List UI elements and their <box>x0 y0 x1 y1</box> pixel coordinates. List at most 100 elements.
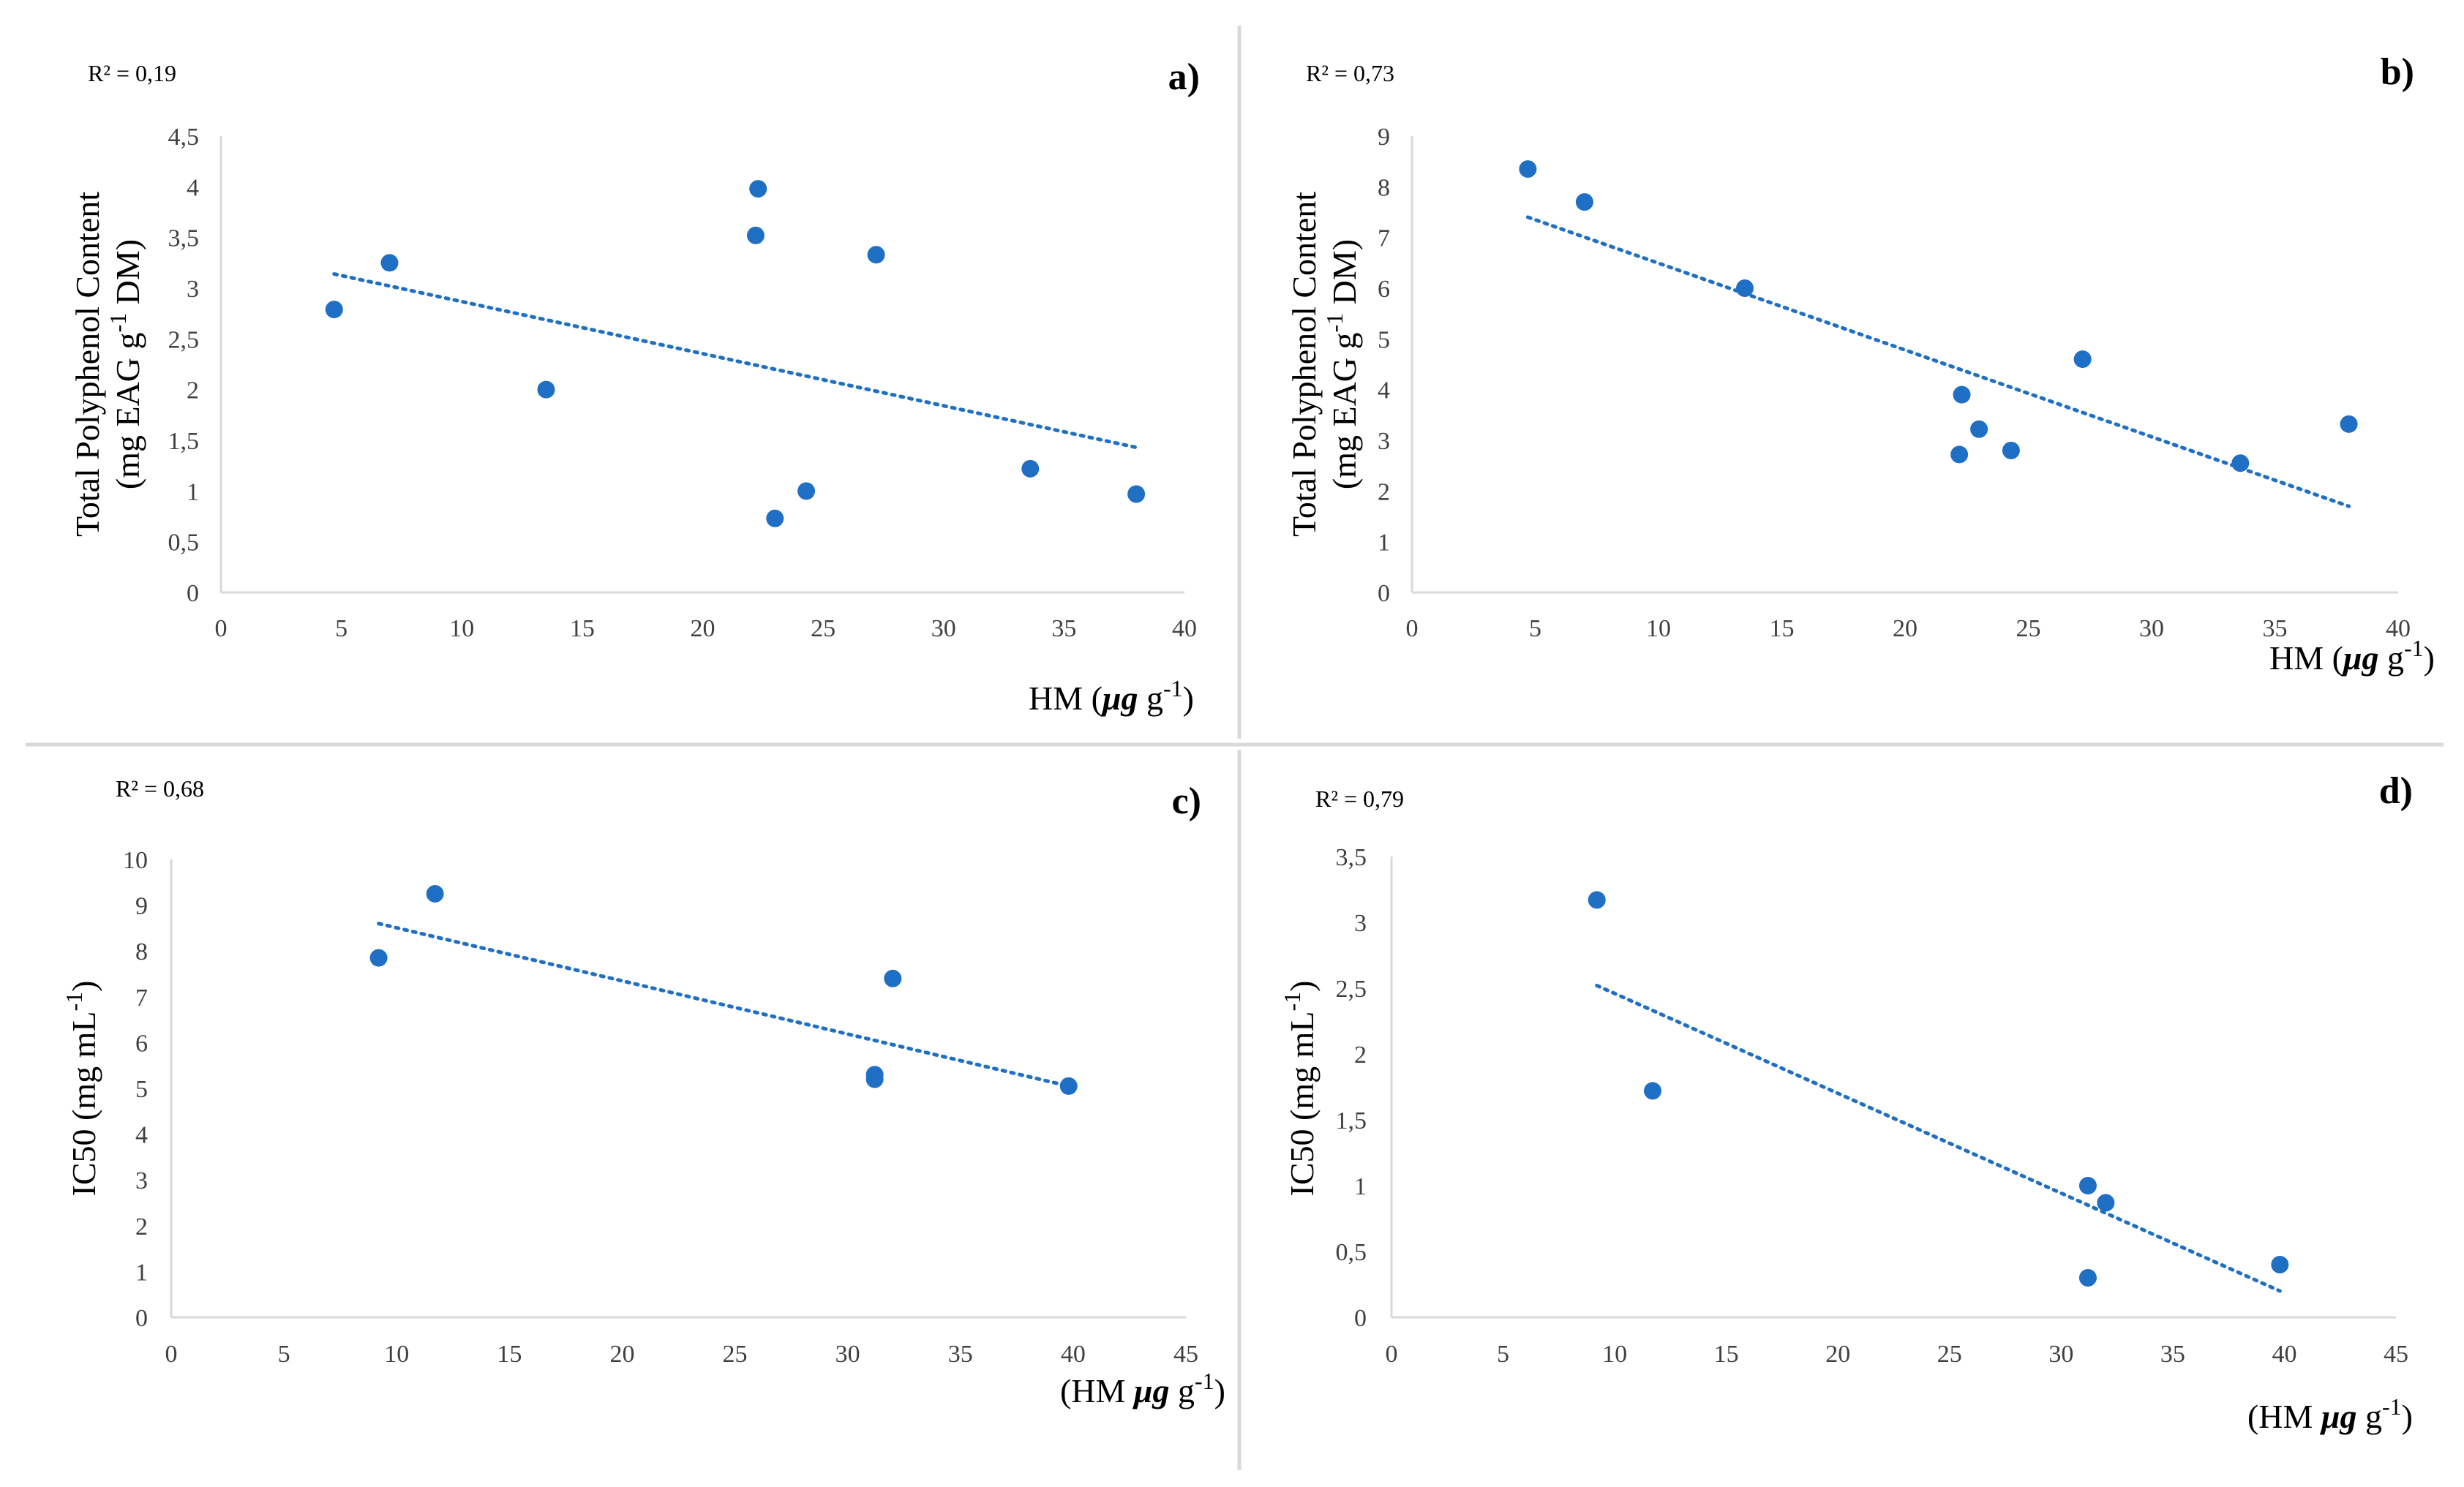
panel-label-c: c) <box>1172 780 1201 822</box>
y-tick-label: 3 <box>135 1167 148 1194</box>
x-tick-label: 10 <box>1646 615 1671 642</box>
data-point <box>865 1066 884 1084</box>
x-tick-label: 30 <box>931 615 956 642</box>
y-tick-label: 4,5 <box>168 124 200 151</box>
data-point <box>2231 454 2250 473</box>
data-point <box>2271 1256 2289 1273</box>
y-tick-label: 2,5 <box>1336 976 1367 1003</box>
x-tick-label: 35 <box>1051 615 1076 642</box>
data-point <box>1059 1077 1078 1095</box>
data-point <box>749 180 767 198</box>
y-tick-label: 0,5 <box>1336 1239 1367 1266</box>
y-tick-label: 2 <box>187 377 199 404</box>
y-tick-label: 1,5 <box>168 428 200 455</box>
data-point <box>1953 385 1971 404</box>
panel-b: R² = 0,73 b) Total Polyphenol Content (mg… <box>1285 51 2435 677</box>
x-tick-label: 25 <box>2016 615 2041 642</box>
x-tick-label: 20 <box>691 615 715 642</box>
data-point <box>884 969 902 987</box>
y-axis-title-a: Total Polyphenol Content (mg EAG g-1 DM) <box>69 192 146 537</box>
panel-label-d: d) <box>2379 770 2413 812</box>
data-point <box>1575 193 1593 211</box>
x-tick-label: 0 <box>1406 615 1419 642</box>
x-tick-label: 30 <box>2048 1341 2073 1368</box>
r2-label-a: R² = 0,19 <box>88 60 176 86</box>
data-point <box>2073 350 2092 369</box>
trendline <box>1525 215 2351 508</box>
data-point <box>1970 420 1988 438</box>
y-tick-label: 3 <box>187 276 199 303</box>
x-tick-label: 20 <box>1893 615 1918 642</box>
y-axis-title-c: IC50 (mg mL-1) <box>61 981 102 1197</box>
data-point <box>2002 441 2020 459</box>
y-tick-label: 3,5 <box>1336 844 1367 871</box>
y-tick-label: 6 <box>135 1030 148 1057</box>
data-point <box>867 246 885 264</box>
y-tick-label: 6 <box>1378 276 1390 303</box>
r2-label-d: R² = 0,79 <box>1315 786 1404 812</box>
data-point <box>325 301 343 319</box>
x-tick-label: 40 <box>2386 615 2411 642</box>
y-tick-label: 1 <box>1354 1173 1367 1200</box>
y-tick-label: 1 <box>187 478 199 505</box>
x-tick-label: 30 <box>835 1341 860 1368</box>
data-point <box>2078 1177 2097 1194</box>
x-tick-label: 10 <box>1602 1341 1627 1368</box>
data-point <box>1021 459 1040 478</box>
y-axis-title-line2: IC50 (mg mL-1) <box>1279 981 1321 1197</box>
y-tick-label: 1,5 <box>1336 1107 1367 1134</box>
x-tick-label: 40 <box>1172 615 1197 642</box>
data-point <box>766 509 784 527</box>
x-axis-title-b: HM (μg g-1) <box>2269 635 2435 677</box>
panel-d: R² = 0,79 d) IC50 (mg mL-1) 0 5 10 15 20 25 30… <box>1279 770 2413 1435</box>
data-point <box>369 949 388 967</box>
x-tick-label: 10 <box>449 615 474 642</box>
y-tick-label: 0 <box>1354 1305 1367 1332</box>
x-tick-label: 45 <box>1173 1341 1198 1368</box>
x-tick-label: 25 <box>723 1341 748 1368</box>
y-tick-label: 4 <box>135 1122 148 1149</box>
plot-area-a: 0 5 10 15 20 25 30 35 40 0 0,5 1 1,5 2 2,5 3 3,5 4 4,5 <box>168 124 1198 642</box>
y-tick-label: 2,5 <box>168 326 200 353</box>
data-point <box>380 254 399 272</box>
y-tick-label: 10 <box>123 847 148 874</box>
y-tick-label: 4 <box>1378 377 1390 404</box>
y-tick-label: 3 <box>1378 428 1390 455</box>
x-tick-label: 45 <box>2384 1341 2408 1368</box>
panel-a: R² = 0,19 a) Total Polyphenol Content (mg… <box>69 56 1200 717</box>
trendline <box>377 922 1071 1088</box>
plot-area-d: 0 5 10 15 20 25 30 35 40 45 0 0,5 1 1,5 2 2,5 3 3,5 <box>1336 844 2409 1368</box>
y-tick-label: 8 <box>1378 174 1390 201</box>
y-tick-label: 0 <box>187 580 199 607</box>
y-axis-title-line2: IC50 (mg mL-1) <box>61 981 102 1197</box>
data-point <box>1735 279 1754 297</box>
y-tick-label: 2 <box>1354 1042 1367 1069</box>
y-tick-label: 1 <box>1378 530 1390 557</box>
y-axis-title-line1: Total Polyphenol Content <box>1285 192 1323 537</box>
y-axis-title-line2: (mg EAG g-1 DM) <box>105 239 146 489</box>
data-point <box>797 482 816 500</box>
x-tick-label: 35 <box>2160 1341 2185 1368</box>
x-tick-label: 15 <box>1770 615 1795 642</box>
x-axis-title-d: (HM μg g-1) <box>2247 1393 2413 1435</box>
panel-c: R² = 0,68 c) IC50 (mg mL-1) 0 5 10 15 20 25 30… <box>61 775 1225 1409</box>
y-axis-title-line2: (mg EAG g-1 DM) <box>1321 239 1363 489</box>
y-tick-label: 9 <box>135 893 148 920</box>
x-axis-title-c: (HM μg g-1) <box>1060 1368 1225 1409</box>
trendline <box>332 272 1138 450</box>
r2-label-c: R² = 0,68 <box>116 775 204 802</box>
x-tick-label: 15 <box>570 615 595 642</box>
x-tick-label: 40 <box>1061 1341 1086 1368</box>
y-tick-label: 4 <box>187 174 199 201</box>
y-tick-label: 3,5 <box>168 225 200 252</box>
trendline <box>1595 983 2282 1293</box>
x-tick-label: 5 <box>335 615 348 642</box>
data-point <box>1519 160 1537 178</box>
x-tick-label: 25 <box>1937 1341 1962 1368</box>
x-tick-label: 0 <box>215 615 228 642</box>
x-tick-label: 0 <box>165 1341 178 1368</box>
y-tick-label: 8 <box>135 938 148 965</box>
y-axis-title-line1: Total Polyphenol Content <box>69 192 106 537</box>
data-point <box>1643 1082 1661 1100</box>
